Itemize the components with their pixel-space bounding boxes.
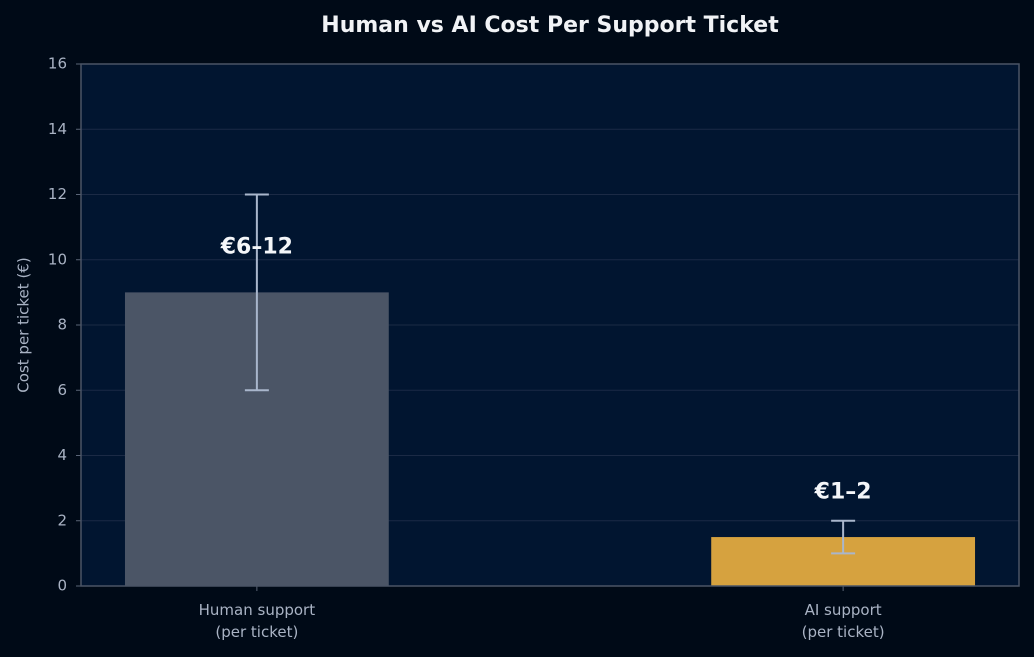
chart-title: Human vs AI Cost Per Support Ticket — [321, 13, 779, 38]
y-tick-label: 0 — [57, 577, 67, 595]
y-tick-label: 14 — [48, 120, 67, 138]
y-tick-label: 12 — [48, 185, 67, 203]
x-tick-label: AI support (per ticket) — [802, 601, 885, 641]
x-tick-label: Human support (per ticket) — [199, 601, 316, 641]
error-bar — [831, 519, 856, 555]
y-tick-label: 10 — [48, 250, 67, 268]
y-axis-label: Cost per ticket (€) — [15, 257, 33, 392]
y-tick-label: 2 — [57, 511, 67, 529]
y-tick-label: 6 — [57, 381, 67, 399]
y-tick-label: 8 — [57, 316, 67, 334]
annotation: €1–2 — [814, 479, 872, 504]
annotation: €6–12 — [220, 235, 293, 260]
plot-frame — [80, 63, 1020, 587]
error-bar — [244, 193, 269, 392]
y-tick-label: 16 — [48, 55, 67, 73]
y-tick-label: 4 — [57, 446, 67, 464]
